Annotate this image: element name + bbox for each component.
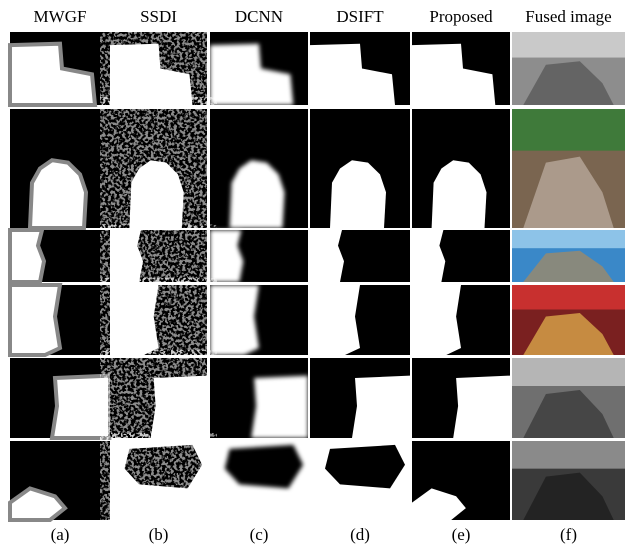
mask-white <box>412 230 445 282</box>
mask-white <box>412 285 461 355</box>
image-cell <box>210 285 308 355</box>
mask-noise <box>110 230 207 282</box>
mask-white <box>210 285 259 355</box>
image-cell <box>310 32 410 105</box>
column-label: (d) <box>350 525 370 544</box>
image-cell <box>310 441 410 520</box>
column-header: Fused image <box>525 7 611 26</box>
image-cell <box>412 285 510 355</box>
photo-region <box>512 32 625 58</box>
mask-noise <box>110 285 207 355</box>
image-cell <box>512 32 625 105</box>
image-cell <box>210 109 308 228</box>
column-header: Proposed <box>429 7 493 26</box>
image-cell <box>512 230 625 282</box>
image-cell <box>110 32 207 105</box>
column-header: DSIFT <box>336 7 384 26</box>
mask-white <box>30 160 86 228</box>
mask-noise <box>110 441 207 520</box>
image-cell <box>110 358 207 438</box>
image-cell <box>10 441 110 520</box>
image-cell <box>10 285 110 355</box>
photo-region <box>512 358 625 386</box>
mask-white <box>453 376 510 438</box>
column-header: DCNN <box>235 7 283 26</box>
image-cell <box>310 358 410 438</box>
column-header: MWGF <box>34 7 87 26</box>
image-cell <box>10 230 110 282</box>
column-header: SSDI <box>140 7 177 26</box>
image-cell <box>10 109 110 228</box>
image-cell <box>110 109 207 228</box>
column-label: (b) <box>149 525 169 544</box>
column-label: (e) <box>452 525 471 544</box>
mask-white <box>310 230 344 282</box>
image-cell <box>412 32 510 105</box>
column-label: (f) <box>560 525 577 544</box>
image-cell <box>210 441 308 520</box>
mask-white <box>10 285 60 355</box>
mask-white <box>10 230 44 282</box>
image-cell <box>10 32 110 105</box>
image-cell <box>310 285 410 355</box>
mask-white <box>251 376 308 438</box>
image-cell <box>110 230 207 282</box>
image-cell <box>10 358 110 438</box>
image-cell <box>412 441 510 520</box>
mask-white <box>310 285 360 355</box>
image-cell <box>512 109 625 228</box>
image-cell <box>512 441 625 520</box>
mask-noise <box>110 32 207 105</box>
image-cell <box>512 358 625 438</box>
figure: MWGF (a) SSDI (b) DCNN (c) DSIFT (d) Proposed (e)… <box>0 0 635 548</box>
image-cell <box>210 32 308 105</box>
image-cell <box>412 230 510 282</box>
column-label: (a) <box>51 525 70 544</box>
mask-noise <box>110 358 207 438</box>
column-label: (c) <box>250 525 269 544</box>
image-cell <box>512 285 625 355</box>
photo-region <box>512 230 625 248</box>
image-cell <box>412 109 510 228</box>
image-cell <box>310 230 410 282</box>
mask-noise <box>110 109 207 228</box>
photo-region <box>512 109 625 151</box>
image-cell <box>210 358 308 438</box>
image-cell <box>110 285 207 355</box>
mask-white <box>52 376 110 438</box>
mask-white <box>352 376 410 438</box>
image-cell <box>210 230 308 282</box>
photo-region <box>512 285 625 310</box>
image-cell <box>310 109 410 228</box>
image-cell <box>110 441 207 520</box>
photo-region <box>512 441 625 469</box>
image-cell <box>412 358 510 438</box>
mask-white <box>210 230 243 282</box>
